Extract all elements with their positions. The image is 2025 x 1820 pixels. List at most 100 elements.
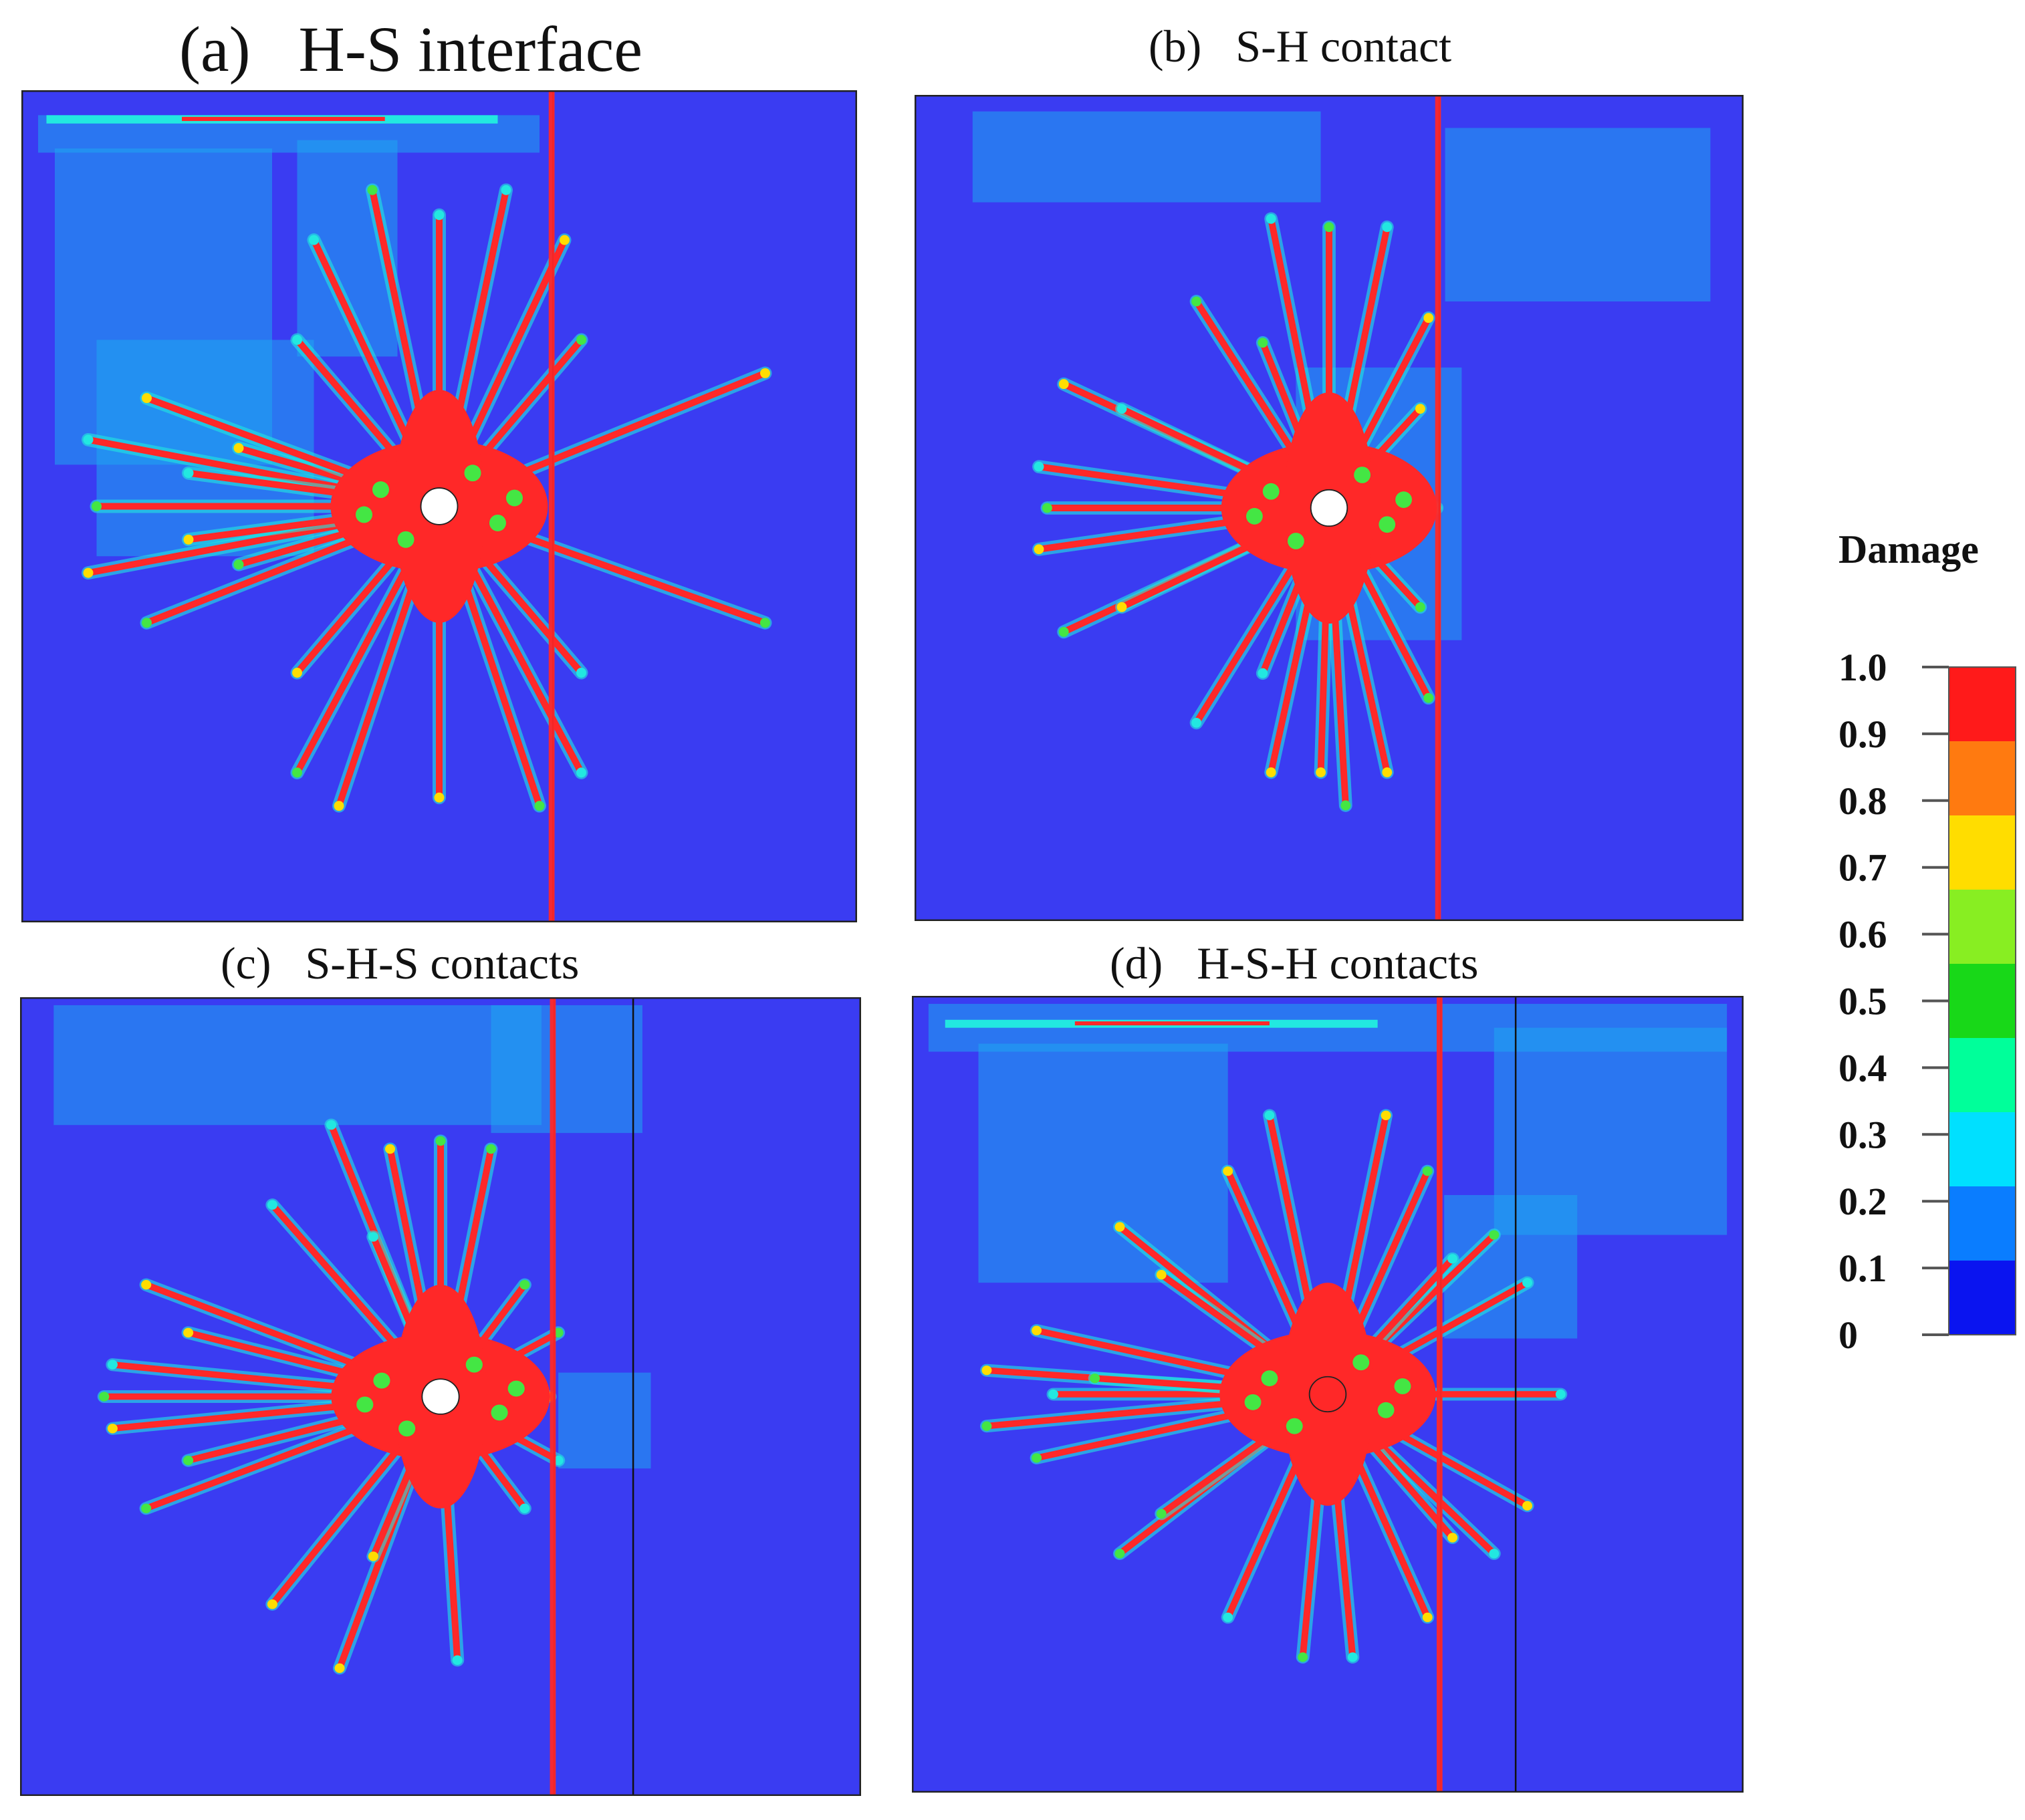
crack-tip [1223, 1166, 1233, 1176]
colorbar-tick-label: 1.0 [1838, 646, 1887, 689]
crack-tip [1264, 1110, 1275, 1120]
blast-hole [1310, 489, 1348, 527]
crack-tip [1422, 1166, 1433, 1176]
crack-tip [760, 618, 770, 628]
crack-tip [267, 1599, 277, 1609]
damage-map-panel-c [20, 997, 861, 1796]
crack-tip [1223, 1612, 1233, 1622]
colorbar-segment [1949, 1038, 2016, 1112]
crack-tip [267, 1200, 277, 1210]
crack-tip [1298, 1652, 1308, 1662]
crack-tip [183, 534, 194, 545]
low-damage-zone [972, 111, 1321, 203]
crack-tip [1489, 1549, 1500, 1559]
crack-tip [519, 1503, 530, 1513]
damage-map-panel-a [21, 90, 857, 922]
crack-tip [1034, 544, 1044, 555]
crack-tip [292, 668, 302, 678]
colorbar-tick-label: 0.6 [1838, 913, 1887, 956]
damage-speckle [1246, 508, 1263, 525]
crack-tip [83, 434, 94, 445]
panel-d-title: (d) H-S-H contacts [1110, 938, 1479, 989]
crack-tip [1090, 1374, 1100, 1384]
crack-tip [1382, 222, 1393, 233]
crack-tip [142, 393, 152, 404]
crack-tip [1447, 1254, 1458, 1264]
crack-tip [1114, 1549, 1125, 1559]
damage-speckle [1379, 516, 1396, 533]
crack-tip [183, 468, 194, 479]
colorbar-segment [1949, 890, 2016, 964]
panel-frame [21, 90, 857, 922]
crack-tip [1381, 1110, 1391, 1120]
interface-crack [1435, 95, 1441, 921]
low-damage-zone [978, 1043, 1228, 1283]
colorbar-tick-label: 0.1 [1838, 1247, 1887, 1290]
damage-speckle [1377, 1402, 1395, 1418]
crack-tip [1114, 1222, 1125, 1232]
panel-a-title: (a) H-S interface [179, 13, 642, 85]
damage-speckle [1262, 483, 1280, 500]
crack-tip [1489, 1230, 1500, 1240]
crack-tip [576, 335, 586, 345]
crack-tip [233, 559, 244, 570]
crack-tip [1034, 461, 1044, 472]
panel-c-title: (c) S-H-S contacts [221, 938, 580, 989]
panel-frame [20, 997, 861, 1796]
crack-tip [1156, 1509, 1167, 1519]
crack-tip [452, 1655, 463, 1666]
crack-tip [1191, 296, 1202, 307]
legend-title: Damage [1838, 527, 1979, 571]
damage-speckle [373, 1372, 390, 1389]
crack-tip [334, 1663, 345, 1673]
interface-crack [550, 997, 556, 1796]
interface-crack [548, 90, 555, 922]
crack-tip [981, 1366, 992, 1376]
colorbar-tick-label: 0.4 [1838, 1046, 1887, 1089]
crack-tip [1423, 692, 1434, 703]
crack-tip [1447, 1533, 1458, 1543]
crack-tip [309, 235, 319, 245]
crack-tip [1555, 1389, 1566, 1400]
crack-tip [107, 1359, 118, 1370]
blast-hole [421, 1378, 460, 1415]
damage-map-panel-b [915, 95, 1744, 921]
crack-tip [92, 501, 102, 511]
colorbar-tick-label: 0.5 [1838, 980, 1887, 1023]
surface-crack-core [1074, 1021, 1270, 1026]
crack-tip [534, 801, 545, 811]
crack-tip [368, 1551, 378, 1561]
crack-tip [1316, 767, 1326, 777]
colorbar-tick-label: 0.3 [1838, 1113, 1887, 1156]
low-damage-zone [491, 1005, 642, 1134]
crack-tip [83, 567, 94, 578]
crack-tip [367, 184, 378, 195]
crack-tip [1422, 1612, 1433, 1622]
low-damage-zone [558, 1372, 651, 1469]
crack-tip [434, 210, 445, 221]
crack-tip [1522, 1277, 1533, 1288]
crack-tip [576, 668, 586, 678]
crack-tip [1032, 1453, 1042, 1463]
colorbar-segment [1949, 815, 2016, 890]
panel-frame [915, 95, 1744, 921]
colorbar-tick-label: 0 [1838, 1313, 1858, 1357]
colorbar-segment [1949, 1112, 2016, 1186]
damage-speckle [506, 489, 523, 507]
damage-speckle [491, 1404, 508, 1421]
interface-crack [1436, 996, 1443, 1793]
damage-speckle [465, 1356, 483, 1373]
damage-speckle [464, 465, 481, 482]
damage-speckle [1244, 1394, 1262, 1410]
colorbar-tick-label: 0.8 [1838, 779, 1887, 823]
low-damage-zone [53, 1005, 542, 1126]
crack-tip [434, 792, 445, 803]
surface-crack-core [182, 116, 385, 122]
damage-speckle [1352, 1354, 1370, 1371]
crack-tip [1042, 503, 1052, 513]
damage-map-panel-d [912, 996, 1744, 1793]
damage-speckle [1286, 1418, 1303, 1434]
colorbar-segment [1949, 964, 2016, 1038]
crack-tip [334, 801, 344, 811]
crack-tip [99, 1392, 110, 1402]
